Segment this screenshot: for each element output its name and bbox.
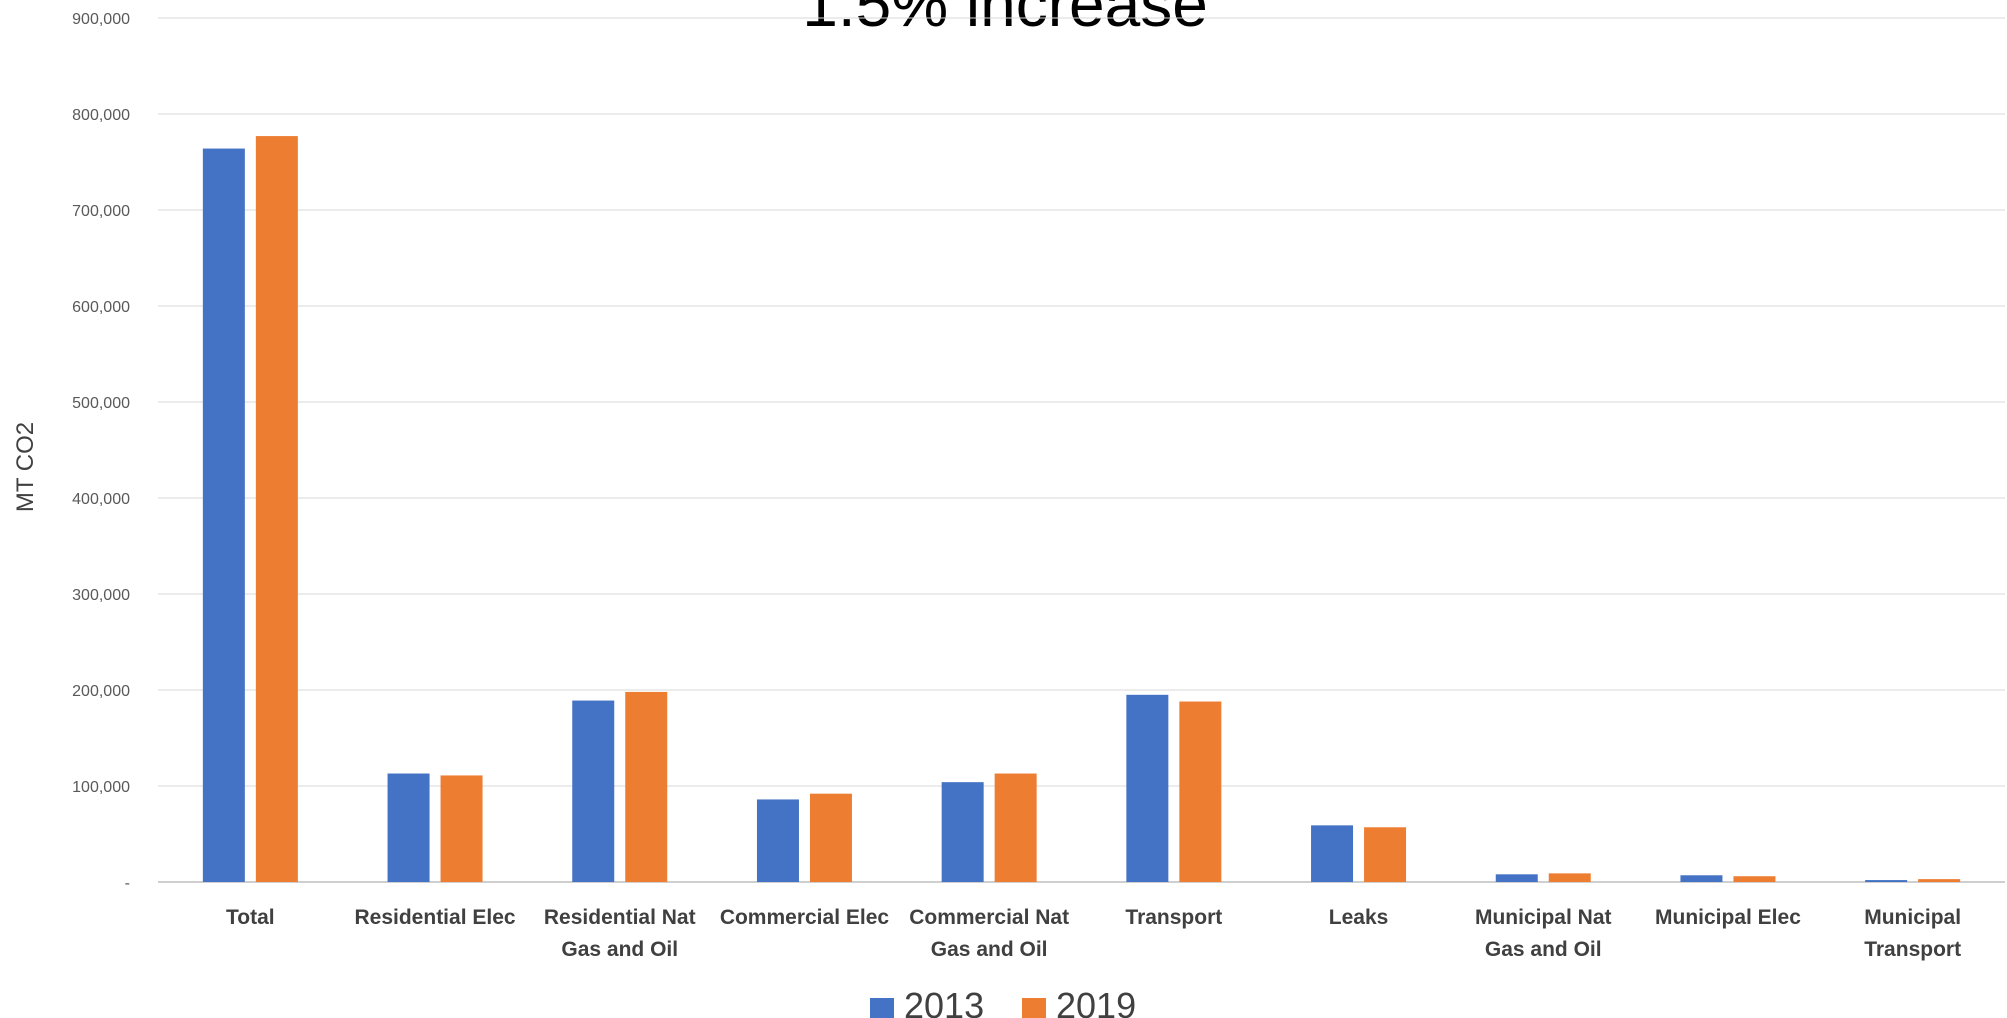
bars <box>202 136 1961 882</box>
bar-2019 <box>809 793 852 882</box>
x-tick-label: Municipal Nat <box>1475 906 1612 929</box>
bar-2019 <box>255 136 298 882</box>
bar-2013 <box>387 773 430 882</box>
x-tick-label: Commercial Elec <box>720 906 890 929</box>
bar-2019 <box>625 691 668 882</box>
y-tick-label: 600,000 <box>72 299 130 316</box>
y-axis-ticks: - 100,000 200,000 300,000 400,000 500,000 600,… <box>72 11 130 892</box>
x-tick-label: Transport <box>1125 906 1222 929</box>
bar-2019 <box>1548 873 1591 882</box>
legend-swatch-2013 <box>870 998 894 1018</box>
bar-2013 <box>1680 875 1723 882</box>
y-tick-label: 500,000 <box>72 395 130 412</box>
legend-label-2019: 2019 <box>1056 985 1136 1018</box>
bar-2013 <box>756 799 799 882</box>
bar-2013 <box>1311 825 1354 882</box>
x-tick-label: Residential Elec <box>355 906 516 929</box>
legend: 2013 2019 <box>870 985 1136 1018</box>
bar-2013 <box>202 148 245 882</box>
x-tick-label: Leaks <box>1329 906 1389 929</box>
bar-2019 <box>1918 879 1961 882</box>
x-tick-label: Transport <box>1864 938 1961 961</box>
legend-swatch-2019 <box>1022 998 1046 1018</box>
y-axis-title: MT CO2 <box>12 422 39 512</box>
bar-2013 <box>572 700 615 882</box>
y-tick-label: 200,000 <box>72 683 130 700</box>
bar-2013 <box>1865 880 1908 882</box>
x-tick-label: Residential Nat <box>544 906 696 929</box>
y-tick-label: - <box>125 875 130 892</box>
legend-label-2013: 2013 <box>904 985 984 1018</box>
y-tick-label: 800,000 <box>72 107 130 124</box>
y-tick-label: 700,000 <box>72 203 130 220</box>
y-tick-label: 100,000 <box>72 779 130 796</box>
y-tick-label: 900,000 <box>72 11 130 28</box>
x-axis-labels: Total Residential Elec Residential Nat Gas … <box>226 906 1961 961</box>
x-tick-label: Commercial Nat <box>909 906 1069 929</box>
y-tick-label: 300,000 <box>72 587 130 604</box>
bar-2019 <box>994 773 1037 882</box>
x-tick-label: Total <box>226 906 275 929</box>
bar-2013 <box>941 782 984 882</box>
x-tick-label: Gas and Oil <box>931 938 1048 961</box>
bar-2019 <box>1364 827 1407 882</box>
bar-2019 <box>1179 701 1222 882</box>
chart-title: 1.5% increase <box>802 0 1208 40</box>
bar-2019 <box>1733 876 1776 882</box>
x-tick-label: Gas and Oil <box>561 938 678 961</box>
bar-2019 <box>440 775 483 882</box>
x-tick-label: Municipal Elec <box>1655 906 1801 929</box>
x-tick-label: Municipal <box>1864 906 1961 929</box>
y-tick-label: 400,000 <box>72 491 130 508</box>
bar-2013 <box>1126 694 1169 882</box>
x-tick-label: Gas and Oil <box>1485 938 1602 961</box>
gridlines <box>158 17 2005 883</box>
bar-2013 <box>1495 874 1538 882</box>
